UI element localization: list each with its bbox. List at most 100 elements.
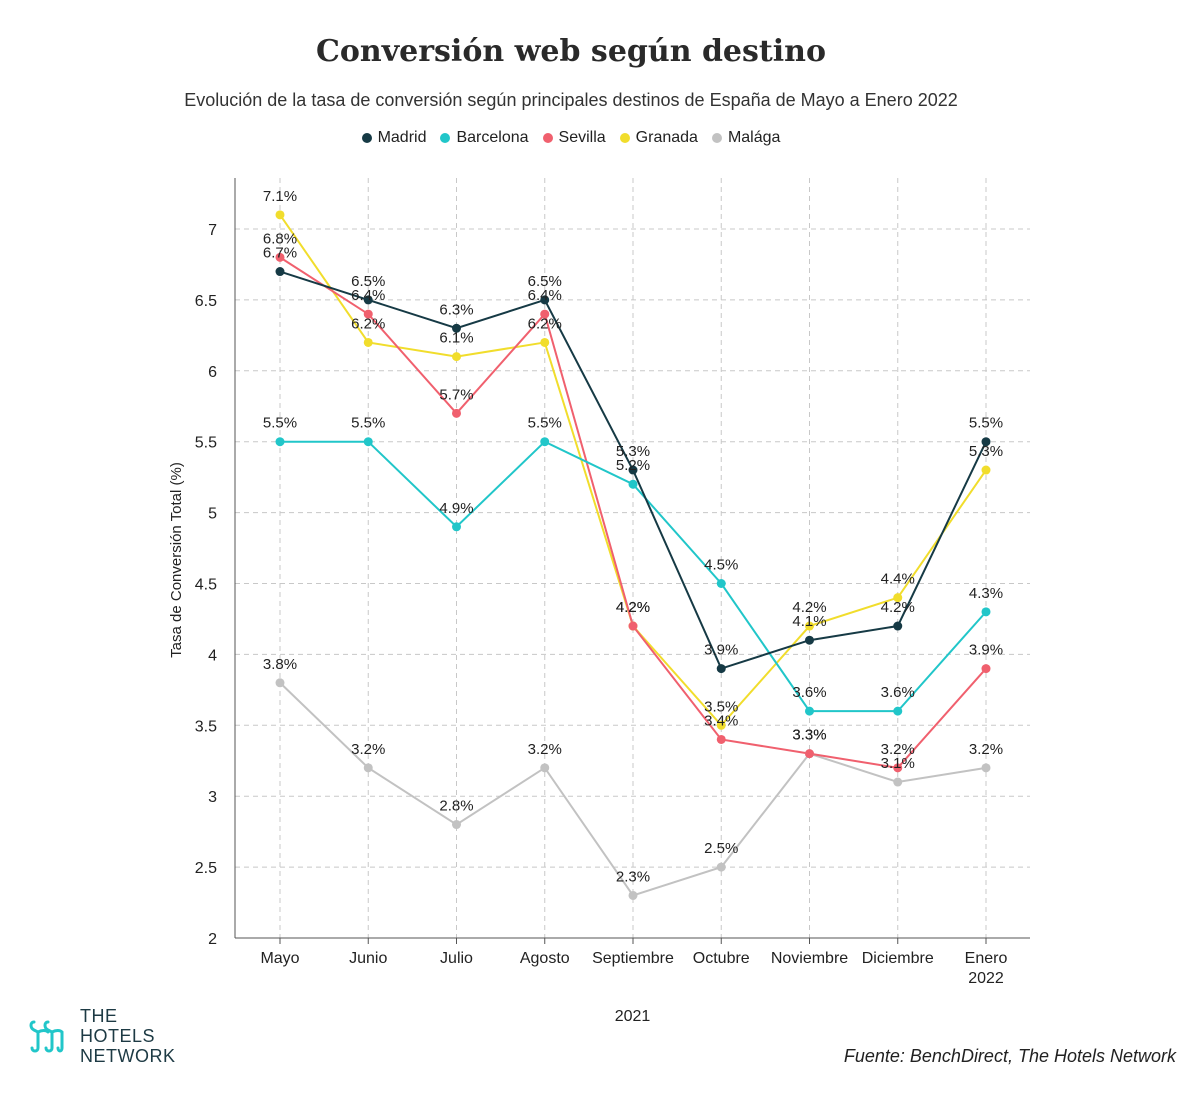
chart-subtitle: Evolución de la tasa de conversión según… — [184, 90, 958, 110]
x-axis-title: 2021 — [615, 1008, 651, 1025]
x-tick-label-line: Octubre — [693, 950, 750, 967]
data-label: 5.2% — [616, 457, 650, 474]
source-note: Fuente: BenchDirect, The Hotels Network — [843, 1046, 1176, 1066]
data-point — [452, 352, 461, 362]
x-tick-label-line: Agosto — [520, 950, 570, 967]
data-point — [981, 763, 991, 773]
data-label: 6.8% — [263, 230, 297, 247]
data-point — [275, 437, 285, 447]
x-tick-label-line: Julio — [440, 950, 473, 967]
data-point — [981, 664, 991, 674]
data-label: 4.2% — [616, 599, 650, 616]
data-point — [628, 890, 638, 900]
legend-label: Barcelona — [456, 129, 529, 146]
x-tick-label: Agosto — [520, 950, 570, 967]
brand-line-2: HOTELS — [80, 1026, 156, 1046]
data-label: 4.3% — [969, 585, 1003, 602]
data-label: 6.4% — [528, 287, 562, 304]
data-label: 3.3% — [792, 727, 826, 744]
y-tick-label: 2 — [208, 931, 217, 948]
x-tick-label-line: 2022 — [968, 970, 1004, 987]
data-label: 5.5% — [263, 415, 297, 432]
x-tick-label: Mayo — [260, 950, 299, 967]
legend-item: Barcelona — [440, 129, 529, 147]
data-label: 6.1% — [439, 330, 473, 347]
data-label: 5.7% — [439, 386, 473, 403]
data-label: 3.2% — [528, 741, 562, 758]
data-label: 4.4% — [881, 571, 915, 588]
data-point — [893, 706, 903, 716]
y-tick-label: 6 — [208, 364, 217, 381]
x-tick-label: Junio — [349, 950, 387, 967]
x-tick-label: Diciembre — [862, 950, 934, 967]
data-label: 4.5% — [704, 557, 738, 574]
legend-item: Madrid — [361, 129, 427, 147]
data-label: 3.2% — [969, 741, 1003, 758]
data-point — [452, 323, 461, 333]
data-point — [981, 607, 991, 617]
data-point — [275, 252, 285, 262]
y-axis-title: Tasa de Conversión Total (%) — [168, 462, 185, 658]
data-point — [363, 295, 373, 305]
data-point — [363, 763, 373, 773]
data-point — [716, 734, 726, 744]
chart-legend: Madrid Barcelona Sevilla Granada Malága — [0, 129, 1142, 147]
y-tick-label: 3.5 — [195, 718, 217, 735]
x-tick-label: Noviembre — [771, 950, 848, 967]
data-label: 6.5% — [528, 273, 562, 290]
chart-title: Conversión web según destino — [316, 34, 826, 69]
data-point — [275, 678, 285, 688]
data-label: 3.2% — [351, 741, 385, 758]
data-label: 6.3% — [439, 301, 473, 318]
legend-label: Madrid — [377, 129, 427, 146]
y-tick-label: 5.5 — [195, 435, 217, 452]
x-tick-label-line: Noviembre — [771, 950, 848, 967]
y-tick-label: 3 — [208, 789, 217, 806]
data-label: 4.9% — [439, 500, 473, 517]
data-point — [716, 664, 726, 674]
data-point — [805, 749, 814, 759]
x-tick-label: Septiembre — [592, 950, 674, 967]
brand-logo-block: THE HOTELS NETWORK — [28, 1006, 176, 1066]
legend-item: Sevilla — [542, 129, 606, 147]
x-tick-label: Octubre — [693, 950, 750, 967]
data-label: 6.7% — [263, 245, 297, 262]
data-label: 2.5% — [704, 840, 738, 857]
y-tick-label: 4 — [208, 647, 217, 664]
data-label: 4.2% — [881, 599, 915, 616]
data-point — [893, 777, 903, 787]
data-point — [540, 309, 550, 319]
legend-swatch — [711, 133, 722, 143]
data-label: 4.2% — [792, 599, 826, 616]
legend-label: Granada — [635, 129, 698, 146]
data-label: 5.3% — [616, 443, 650, 460]
legend-swatch — [361, 133, 372, 143]
data-point — [540, 763, 550, 773]
legend-item: Malága — [711, 129, 780, 147]
data-point — [981, 437, 991, 447]
data-point — [893, 763, 903, 773]
x-tick-label-line: Diciembre — [862, 950, 934, 967]
y-tick-label: 6.5 — [195, 293, 217, 310]
data-point — [540, 337, 550, 347]
data-label: 4.1% — [792, 613, 826, 630]
double-h-logo-icon — [29, 1020, 64, 1053]
data-label: 6.4% — [351, 287, 385, 304]
brand-line-3: NETWORK — [80, 1046, 176, 1066]
x-tick-label-line: Mayo — [260, 950, 299, 967]
data-point — [275, 210, 285, 220]
data-point — [805, 706, 814, 716]
data-point — [893, 593, 903, 603]
y-tick-label: 7 — [208, 222, 217, 239]
data-label: 3.9% — [969, 642, 1003, 659]
brand-name: THE HOTELS NETWORK — [80, 1006, 176, 1066]
legend-swatch — [542, 133, 553, 143]
y-tick-label: 5 — [208, 506, 217, 523]
data-label: 5.5% — [528, 415, 562, 432]
data-label: 3.5% — [704, 698, 738, 715]
y-tick-label: 4.5 — [195, 577, 217, 594]
data-point — [452, 820, 461, 830]
data-point — [540, 437, 550, 447]
data-label: 7.1% — [263, 188, 297, 205]
data-point — [805, 635, 814, 645]
